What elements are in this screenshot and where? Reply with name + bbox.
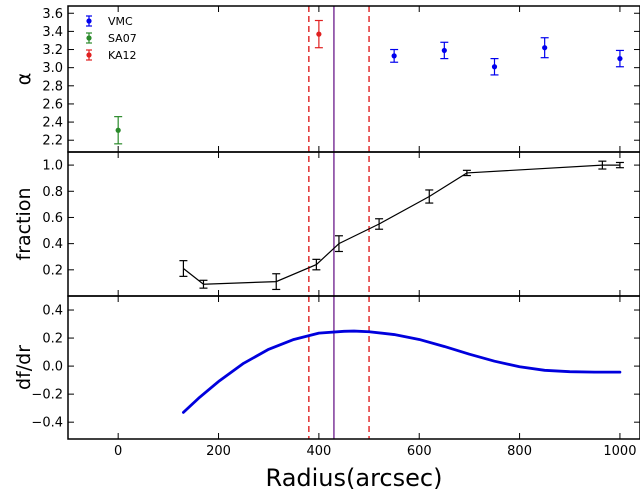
data-layer [114, 19, 624, 414]
legend-label: VMC [108, 15, 133, 28]
y-axis-label: α [13, 73, 35, 86]
y-tick-label: 0.4 [42, 237, 63, 252]
x-tick-label: 600 [407, 444, 432, 459]
y-tick-label: 0.2 [42, 332, 63, 347]
panel-frame [67, 295, 640, 440]
y-tick-label: 1.0 [42, 159, 63, 174]
y-tick-label: −0.2 [31, 388, 63, 403]
text-layer: 2.2 2.4 2.6 2.8 3.0 3.2 3.4 3.6 α 0.2 0.4 0.6 0.8 1.0… [13, 7, 636, 492]
x-tick-label: 1000 [603, 444, 636, 459]
data-point [441, 47, 447, 54]
y-axis-label: df/dr [13, 345, 35, 390]
reference-lines [308, 6, 370, 439]
legend-marker [86, 52, 92, 58]
data-point [491, 64, 498, 70]
y-tick-label: 3.6 [42, 7, 63, 22]
x-tick-label: 400 [306, 444, 331, 459]
y-tick-label: 0.8 [42, 185, 63, 200]
y-tick-label: 2.4 [42, 116, 63, 131]
data-point [115, 127, 121, 133]
data-point [617, 55, 623, 62]
legend-label: KA12 [108, 49, 137, 62]
data-point [542, 45, 548, 51]
fraction-line [183, 164, 620, 285]
x-tick-label: 200 [206, 444, 231, 459]
y-tick-label: 2.2 [42, 134, 63, 149]
y-tick-label: 2.8 [42, 79, 63, 94]
y-tick-label: −0.4 [31, 416, 63, 431]
legend-label: SA07 [108, 32, 137, 45]
data-point [316, 31, 322, 37]
y-tick-label: 0.2 [42, 263, 63, 278]
y-axis-label: fraction [13, 188, 35, 261]
y-tick-label: 2.6 [42, 97, 63, 112]
legend-marker [86, 18, 92, 24]
axes-layer [67, 5, 640, 440]
y-tick-label: 0.6 [42, 211, 63, 226]
x-tick-label: 800 [507, 444, 532, 459]
y-tick-label: 0.0 [42, 360, 63, 375]
y-tick-label: 3.0 [42, 61, 63, 76]
y-tick-label: 3.4 [42, 25, 63, 40]
y-tick-label: 3.2 [42, 43, 63, 58]
y-tick-label: 0.4 [42, 304, 63, 319]
data-point [391, 53, 397, 59]
panel-frame [67, 5, 640, 153]
x-axis-label: Radius(arcsec) [266, 464, 443, 492]
legend-marker [86, 35, 92, 41]
panel-frame [67, 151, 640, 297]
x-tick-label: 0 [114, 444, 122, 459]
dfdr-curve [182, 329, 622, 414]
